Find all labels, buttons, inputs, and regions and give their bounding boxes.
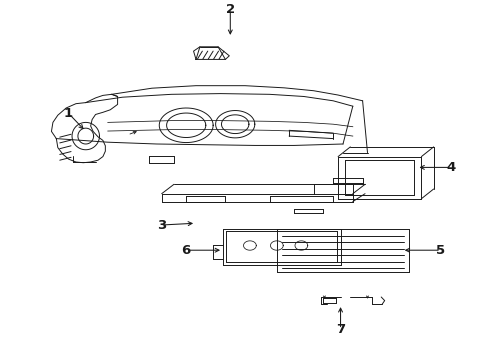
Text: 6: 6: [182, 244, 191, 257]
Text: 5: 5: [437, 244, 445, 257]
Text: 7: 7: [336, 323, 345, 336]
Text: 2: 2: [226, 3, 235, 15]
Text: 3: 3: [157, 219, 166, 231]
Text: 1: 1: [64, 107, 73, 120]
Text: 4: 4: [446, 161, 455, 174]
